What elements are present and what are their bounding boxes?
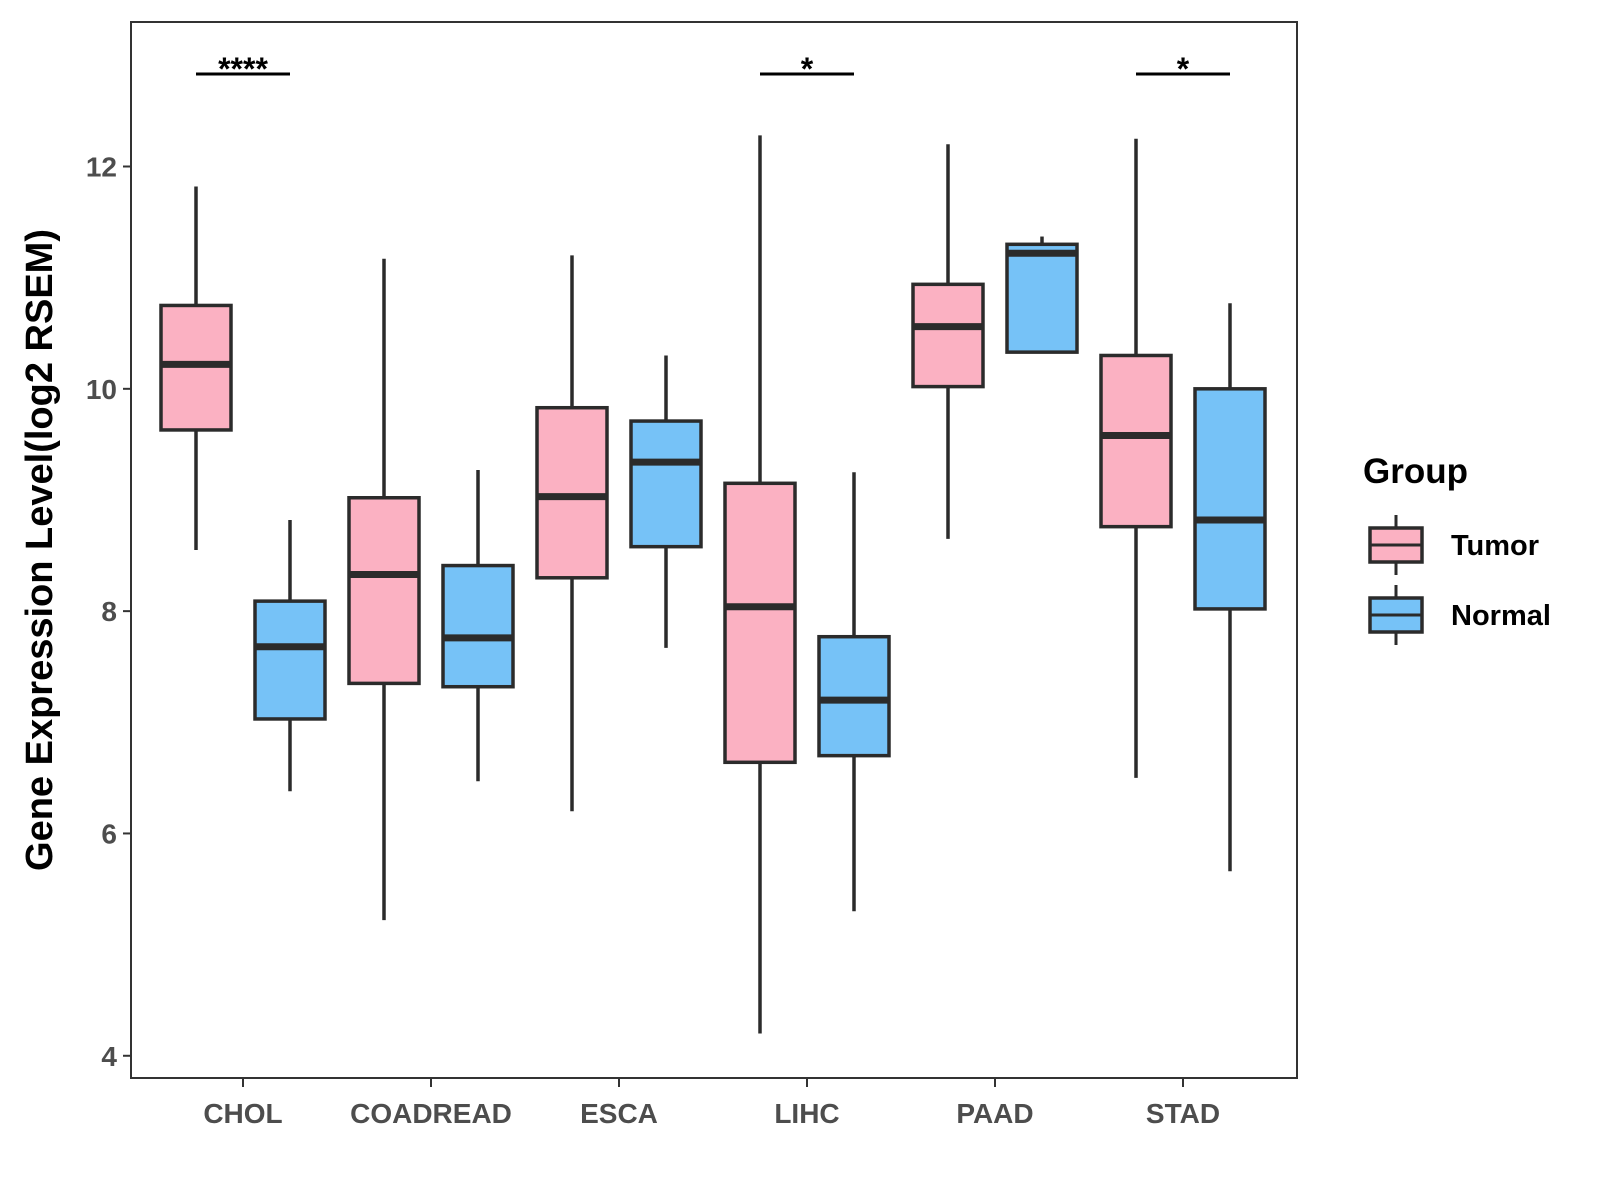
x-tick-label: CHOL [203,1098,282,1129]
legend-item: Normal [1368,585,1551,645]
legend: Group Tumor Normal [1363,452,1551,645]
y-axis-label: Gene Expression Level(log2 RSEM) [19,229,61,871]
tumor-box [723,481,797,765]
x-tick-label: PAAD [956,1098,1033,1129]
significance-label: * [801,51,814,87]
normal-box [441,563,515,689]
box-group [911,144,985,539]
box-group [441,469,515,782]
y-tick-label: 12 [86,152,117,183]
legend-label-normal: Normal [1451,600,1551,632]
y-tick-label: 10 [86,374,117,405]
box-group [1193,303,1267,872]
y-tick-label: 8 [101,596,117,627]
tumor-box [347,496,421,686]
box-group [1099,138,1173,778]
box-group [253,519,327,792]
box-group [535,255,609,812]
boxes-layer [159,135,1267,1034]
box-group [629,355,703,648]
legend-title: Group [1363,452,1468,491]
legend-item: Tumor [1368,515,1539,575]
tumor-box [911,282,985,389]
x-tick-label: STAD [1146,1098,1220,1129]
normal-box [1005,242,1079,354]
plot-panel [130,21,1298,1079]
normal-box [629,419,703,549]
normal-box [253,599,327,721]
significance-label: * [1177,51,1190,87]
significance-label: **** [218,51,268,87]
normal-box [817,634,891,758]
legend-label-tumor: Tumor [1451,530,1539,562]
significance-annotations: **** * * [196,51,1230,87]
box-group [817,472,891,912]
x-tick-label: COADREAD [350,1098,512,1129]
y-axis: 4 6 8 10 12 [86,152,131,1072]
y-tick-label: 4 [101,1041,117,1072]
x-tick-label: ESCA [580,1098,658,1129]
box-group [1005,236,1079,354]
y-tick-label: 6 [101,818,117,849]
tumor-box [1099,353,1173,529]
normal-box [1193,387,1267,611]
tumor-box [535,405,609,580]
box-group [723,135,797,1034]
x-tick-label: LIHC [774,1098,839,1129]
box-group [159,186,233,550]
x-axis: CHOL COADREAD ESCA LIHC PAAD STAD [203,1078,1220,1129]
box-group [347,258,421,921]
